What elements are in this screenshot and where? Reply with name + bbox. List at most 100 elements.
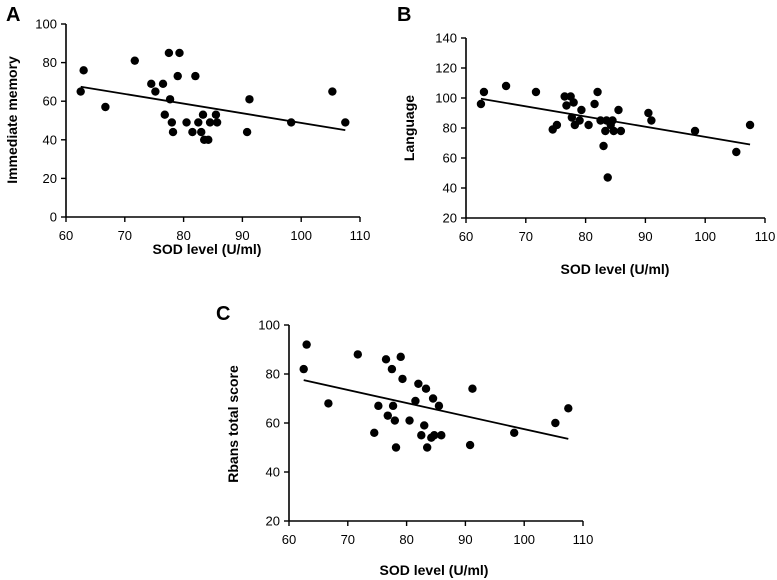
y-tick-label-a: 100	[35, 17, 57, 32]
y-tick-label-c: 60	[266, 416, 280, 431]
data-point-a	[204, 135, 213, 144]
data-point-b	[590, 99, 599, 109]
y-tick-label-b: 80	[443, 121, 457, 136]
data-point-a	[211, 110, 221, 119]
data-point-b	[644, 108, 653, 118]
y-axis-title-c: Rbans total score	[225, 365, 241, 483]
data-point-a	[245, 95, 254, 104]
data-point-c	[430, 431, 439, 440]
data-point-b	[599, 141, 608, 151]
y-tick-label-b: 20	[443, 211, 457, 226]
x-axis-title-b: SOD level (U/ml)	[561, 261, 670, 277]
data-point-c	[411, 396, 420, 406]
y-tick-label-b: 40	[443, 181, 457, 196]
y-tick-label-c: 20	[266, 514, 280, 529]
x-tick-label-c: 100	[513, 532, 535, 547]
x-tick-label-a: 100	[290, 228, 312, 243]
panel-label-b: B	[397, 4, 411, 26]
data-point-a	[130, 56, 139, 65]
data-point-a	[167, 118, 177, 127]
y-tick-label-b: 60	[443, 151, 457, 166]
data-point-b	[476, 99, 486, 109]
regression-line-c	[303, 379, 569, 440]
data-point-b	[690, 126, 700, 136]
y-tick-label-c: 100	[258, 318, 280, 333]
data-point-b	[584, 120, 593, 130]
data-point-b	[501, 81, 511, 91]
y-tick-label-a: 40	[43, 132, 57, 147]
y-tick-label-a: 0	[50, 210, 57, 225]
data-point-b	[603, 173, 612, 182]
y-axis-title-b: Language	[401, 95, 417, 161]
data-point-b	[562, 101, 571, 110]
data-point-b	[647, 116, 656, 125]
y-tick-label-b: 140	[435, 31, 457, 46]
x-tick-label-b: 60	[459, 229, 473, 244]
data-point-c	[398, 374, 407, 384]
y-tick-label-c: 80	[266, 367, 280, 382]
x-tick-label-a: 70	[118, 228, 132, 243]
panel-label-c: C	[216, 303, 230, 325]
x-tick-label-a: 90	[235, 228, 249, 243]
x-tick-label-a: 60	[59, 228, 73, 243]
data-point-a	[198, 110, 208, 119]
data-point-c	[381, 355, 391, 364]
data-point-c	[414, 379, 423, 388]
data-point-a	[101, 102, 110, 112]
y-tick-label-a: 60	[43, 94, 57, 109]
data-point-a	[182, 118, 191, 127]
x-tick-label-b: 70	[519, 229, 533, 244]
data-point-b	[609, 126, 618, 136]
data-point-a	[242, 127, 252, 137]
data-point-c	[299, 364, 308, 374]
data-point-c	[302, 340, 311, 349]
data-point-b	[745, 120, 755, 130]
panel-c: C 60 70 80 90 100 110 20 40 60 80 100 SOD level (U…	[216, 303, 593, 578]
data-point-c	[437, 431, 446, 440]
regression-line-b	[480, 97, 751, 146]
panel-label-a: A	[6, 4, 20, 26]
data-point-a	[160, 110, 169, 119]
data-point-b	[569, 98, 578, 107]
data-point-c	[428, 394, 438, 403]
data-point-c	[391, 443, 401, 452]
data-point-a	[328, 87, 337, 96]
y-tick-label-b: 120	[435, 61, 457, 76]
data-point-b	[616, 126, 626, 136]
data-point-a	[164, 48, 174, 58]
x-tick-label-a: 80	[176, 228, 190, 243]
data-point-c	[405, 416, 414, 425]
data-point-a	[197, 127, 206, 137]
data-point-a	[191, 71, 200, 81]
y-tick-label-b: 100	[435, 91, 457, 106]
x-tick-label-c: 90	[458, 532, 472, 547]
x-tick-label-b: 80	[578, 229, 592, 244]
data-point-c	[420, 421, 429, 430]
x-tick-label-c: 80	[399, 532, 413, 547]
panel-b: B 60 70 80 90 100 110 20 40 60 80 100 120 140 SOD le…	[397, 4, 775, 277]
data-point-a	[76, 87, 85, 96]
data-point-b	[479, 87, 489, 97]
data-point-c	[390, 416, 400, 425]
data-point-a	[168, 127, 178, 137]
data-point-a	[151, 87, 160, 96]
data-point-c	[422, 443, 432, 452]
y-tick-label-a: 20	[43, 171, 57, 186]
y-tick-label-a: 80	[43, 55, 57, 70]
data-point-c	[564, 404, 573, 413]
data-point-a	[173, 71, 182, 81]
x-tick-label-b: 110	[755, 229, 776, 244]
data-point-a	[79, 66, 88, 75]
data-point-c	[324, 399, 333, 408]
data-point-b	[601, 126, 610, 136]
data-point-a	[341, 118, 350, 127]
data-point-c	[388, 401, 398, 411]
x-tick-label-a: 110	[350, 228, 371, 243]
data-point-c	[434, 401, 444, 411]
y-tick-label-c: 40	[266, 465, 280, 480]
x-tick-label-c: 70	[341, 532, 355, 547]
data-point-b	[614, 105, 623, 115]
data-point-b	[732, 147, 741, 157]
data-point-c	[387, 364, 397, 374]
